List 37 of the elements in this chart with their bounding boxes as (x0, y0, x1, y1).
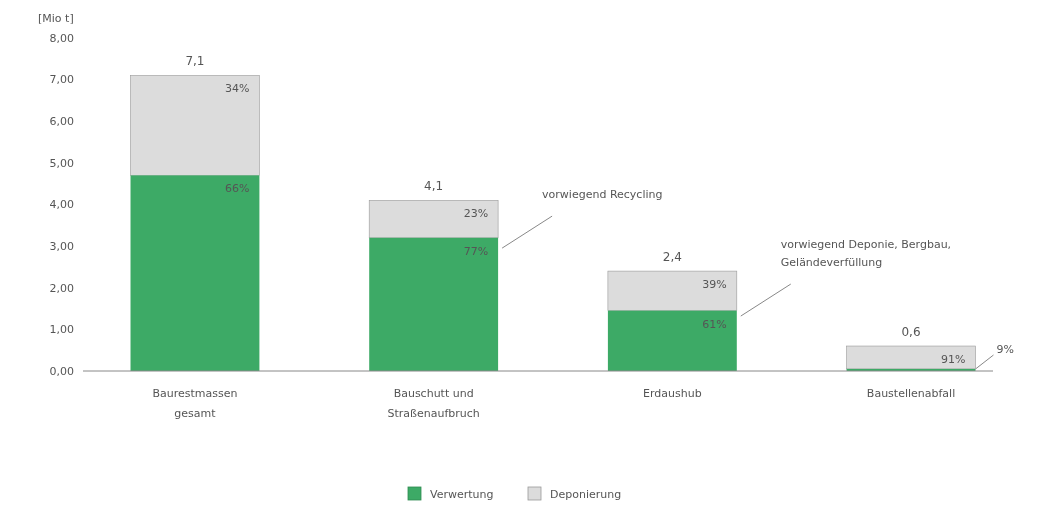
y-tick-label: 5,00 (49, 156, 74, 170)
y-tick-label: 3,00 (49, 239, 74, 253)
bar (846, 345, 976, 370)
x-tick-label: Baustellenabfall (866, 387, 956, 400)
annotation: 91% (941, 353, 966, 367)
y-tick-label: 0,00 (49, 364, 74, 378)
y-tick-label: 1,00 (49, 323, 74, 337)
bar (369, 237, 499, 371)
bar (607, 270, 738, 311)
y-axis-title: [Mio t] (38, 12, 74, 25)
annotation: 39% (702, 278, 727, 292)
x-tick-label: Baurestmassen gesamt (152, 387, 238, 420)
annotation: 77% (463, 244, 489, 258)
total-label: 2,4 (662, 250, 682, 265)
annotation: vorwiegend Recycling (542, 188, 663, 202)
annotation: 34% (224, 82, 250, 96)
x-tick-label: Bauschutt und Straßenaufbruch (387, 387, 480, 420)
y-tick-label: 7,00 (49, 73, 74, 87)
bar (607, 310, 737, 371)
annotation: 66% (224, 182, 250, 196)
y-tick-label: 4,00 (49, 198, 74, 212)
y-tick-label: 8,00 (49, 31, 74, 45)
total-label: 4,1 (424, 179, 444, 194)
annotation: 61% (702, 317, 727, 331)
y-tick-label: 6,00 (49, 115, 74, 129)
text: 9% (996, 343, 1014, 356)
legend-label: Verwertung (430, 488, 494, 501)
x-tick-label: Erdaushub (643, 387, 702, 400)
y-tick-label: 2,00 (49, 281, 74, 295)
bar (130, 175, 260, 371)
total-label: 0,6 (901, 325, 921, 340)
bar (368, 200, 499, 239)
annotation: 23% (463, 207, 489, 221)
annotation: vorwiegend Deponie, Bergbau, Geländeverfüllung (780, 238, 952, 270)
bar (130, 75, 260, 176)
total-label: 7,1 (185, 54, 205, 69)
legend-label: Deponierung (550, 488, 622, 501)
